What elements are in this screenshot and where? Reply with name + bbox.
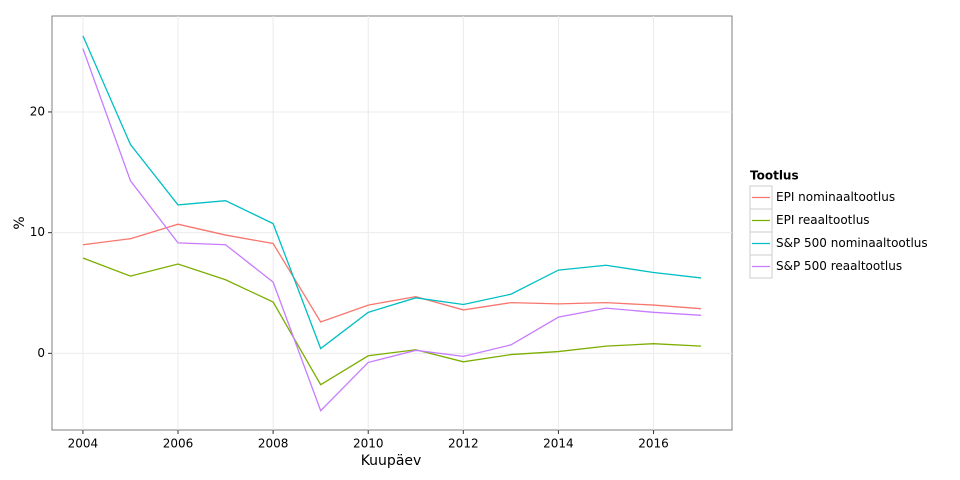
legend-label: S&P 500 reaaltootlus xyxy=(776,259,902,273)
y-axis-label: % xyxy=(12,216,28,229)
x-tick-label: 2014 xyxy=(543,437,574,451)
x-tick-label: 2010 xyxy=(353,437,384,451)
x-tick-label: 2012 xyxy=(448,437,479,451)
legend-label: S&P 500 nominaaltootlus xyxy=(776,236,928,250)
legend-label: EPI reaaltootlus xyxy=(776,213,870,227)
x-tick-label: 2008 xyxy=(258,437,289,451)
x-tick-label: 2016 xyxy=(638,437,669,451)
y-tick-label: 0 xyxy=(37,346,45,360)
legend-label: EPI nominaaltootlus xyxy=(776,190,895,204)
y-tick-label: 20 xyxy=(30,104,45,118)
series-line xyxy=(82,35,702,350)
series-line xyxy=(82,48,702,412)
series-line xyxy=(82,257,702,386)
series-line xyxy=(82,223,702,323)
x-tick-label: 2006 xyxy=(163,437,194,451)
x-axis-label: Kuupäev xyxy=(361,453,422,469)
legend-title: Tootlus xyxy=(750,169,799,183)
panel xyxy=(51,15,733,431)
x-tick-label: 2004 xyxy=(68,437,99,451)
y-tick-label: 10 xyxy=(30,225,45,239)
